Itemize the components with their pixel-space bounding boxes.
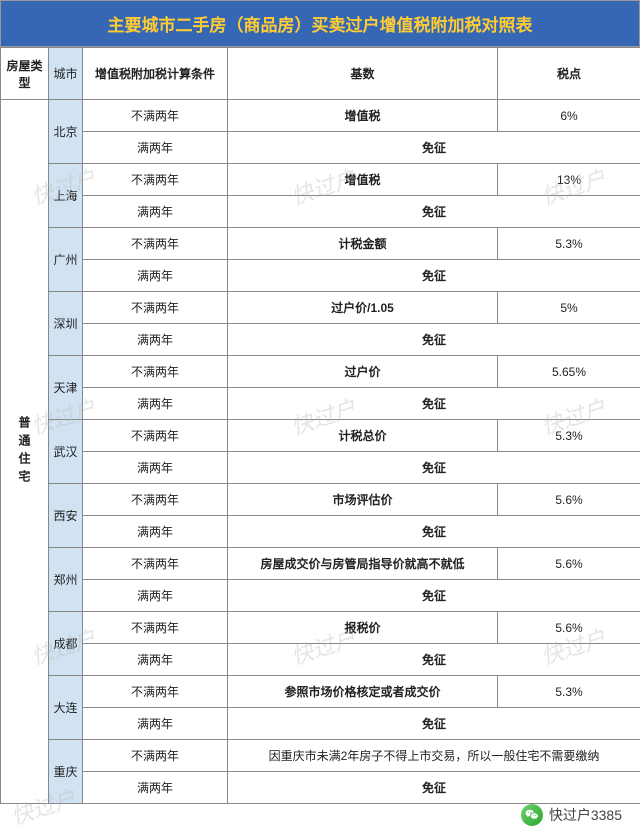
table-row: 大连不满两年参照市场价格核定或者成交价5.3%	[1, 676, 640, 708]
condition-cell: 不满两年	[83, 612, 228, 644]
table-row: 满两年免征	[1, 644, 640, 676]
rate-cell: 13%	[498, 164, 640, 196]
condition-cell: 满两年	[83, 388, 228, 420]
col-condition: 增值税附加税计算条件	[83, 48, 228, 100]
base-cell: 参照市场价格核定或者成交价	[228, 676, 498, 708]
footer-text: 快过户3385	[549, 805, 622, 825]
wechat-icon	[521, 804, 543, 826]
exempt-cell: 免征	[228, 388, 640, 420]
table-row: 上海不满两年增值税13%	[1, 164, 640, 196]
table-row: 西安不满两年市场评估价5.6%	[1, 484, 640, 516]
condition-cell: 满两年	[83, 644, 228, 676]
table-row: 成都不满两年报税价5.6%	[1, 612, 640, 644]
col-base: 基数	[228, 48, 498, 100]
exempt-cell: 免征	[228, 516, 640, 548]
city-cell: 天津	[49, 356, 83, 420]
col-city: 城市	[49, 48, 83, 100]
table-row: 满两年免征	[1, 260, 640, 292]
table-row: 深圳不满两年过户价/1.055%	[1, 292, 640, 324]
condition-cell: 满两年	[83, 452, 228, 484]
table-row: 满两年免征	[1, 580, 640, 612]
exempt-cell: 免征	[228, 644, 640, 676]
base-cell: 市场评估价	[228, 484, 498, 516]
city-cell: 郑州	[49, 548, 83, 612]
city-cell: 成都	[49, 612, 83, 676]
condition-cell: 满两年	[83, 516, 228, 548]
city-cell: 重庆	[49, 740, 83, 804]
city-cell: 大连	[49, 676, 83, 740]
col-rate: 税点	[498, 48, 640, 100]
city-cell: 武汉	[49, 420, 83, 484]
table-row: 重庆不满两年因重庆市未满2年房子不得上市交易，所以一般住宅不需要缴纳	[1, 740, 640, 772]
rate-cell: 5.6%	[498, 548, 640, 580]
rate-cell: 5.65%	[498, 356, 640, 388]
rate-cell: 5.6%	[498, 612, 640, 644]
exempt-cell: 免征	[228, 324, 640, 356]
rate-cell: 6%	[498, 100, 640, 132]
table-row: 郑州不满两年房屋成交价与房管局指导价就高不就低5.6%	[1, 548, 640, 580]
exempt-cell: 免征	[228, 196, 640, 228]
table-row: 满两年免征	[1, 452, 640, 484]
tax-table: 房屋类型 城市 增值税附加税计算条件 基数 税点 普通住宅北京不满两年增值税6%…	[0, 47, 640, 804]
condition-cell: 不满两年	[83, 484, 228, 516]
type-label: 普通住宅	[1, 100, 49, 804]
condition-cell: 不满两年	[83, 292, 228, 324]
city-cell: 北京	[49, 100, 83, 164]
col-type: 房屋类型	[1, 48, 49, 100]
city-cell: 深圳	[49, 292, 83, 356]
table-row: 普通住宅北京不满两年增值税6%	[1, 100, 640, 132]
condition-cell: 不满两年	[83, 548, 228, 580]
condition-cell: 不满两年	[83, 228, 228, 260]
table-row: 满两年免征	[1, 772, 640, 804]
base-cell: 报税价	[228, 612, 498, 644]
condition-cell: 不满两年	[83, 676, 228, 708]
header-row: 房屋类型 城市 增值税附加税计算条件 基数 税点	[1, 48, 640, 100]
table-row: 满两年免征	[1, 324, 640, 356]
condition-cell: 满两年	[83, 132, 228, 164]
rate-cell: 5.3%	[498, 420, 640, 452]
exempt-cell: 免征	[228, 708, 640, 740]
page-title: 主要城市二手房（商品房）买卖过户增值税附加税对照表	[0, 0, 640, 47]
exempt-cell: 免征	[228, 772, 640, 804]
table-row: 天津不满两年过户价5.65%	[1, 356, 640, 388]
exempt-cell: 免征	[228, 452, 640, 484]
condition-cell: 不满两年	[83, 420, 228, 452]
rate-cell: 5%	[498, 292, 640, 324]
rate-cell: 5.3%	[498, 228, 640, 260]
condition-cell: 不满两年	[83, 100, 228, 132]
condition-cell: 满两年	[83, 580, 228, 612]
base-cell: 增值税	[228, 164, 498, 196]
exempt-cell: 免征	[228, 580, 640, 612]
condition-cell: 满两年	[83, 708, 228, 740]
footer: 快过户3385	[521, 804, 622, 826]
exempt-cell: 免征	[228, 260, 640, 292]
base-cell: 房屋成交价与房管局指导价就高不就低	[228, 548, 498, 580]
table-row: 满两年免征	[1, 132, 640, 164]
condition-cell: 不满两年	[83, 740, 228, 772]
city-cell: 广州	[49, 228, 83, 292]
table-row: 武汉不满两年计税总价5.3%	[1, 420, 640, 452]
condition-cell: 不满两年	[83, 356, 228, 388]
condition-cell: 满两年	[83, 260, 228, 292]
table-row: 满两年免征	[1, 388, 640, 420]
city-cell: 上海	[49, 164, 83, 228]
base-cell: 计税金额	[228, 228, 498, 260]
base-cell: 因重庆市未满2年房子不得上市交易，所以一般住宅不需要缴纳	[228, 740, 640, 772]
table-row: 满两年免征	[1, 196, 640, 228]
condition-cell: 满两年	[83, 196, 228, 228]
table-row: 广州不满两年计税金额5.3%	[1, 228, 640, 260]
city-cell: 西安	[49, 484, 83, 548]
base-cell: 计税总价	[228, 420, 498, 452]
rate-cell: 5.3%	[498, 676, 640, 708]
table-row: 满两年免征	[1, 708, 640, 740]
condition-cell: 满两年	[83, 772, 228, 804]
base-cell: 增值税	[228, 100, 498, 132]
base-cell: 过户价/1.05	[228, 292, 498, 324]
condition-cell: 不满两年	[83, 164, 228, 196]
condition-cell: 满两年	[83, 324, 228, 356]
exempt-cell: 免征	[228, 132, 640, 164]
table-row: 满两年免征	[1, 516, 640, 548]
base-cell: 过户价	[228, 356, 498, 388]
rate-cell: 5.6%	[498, 484, 640, 516]
